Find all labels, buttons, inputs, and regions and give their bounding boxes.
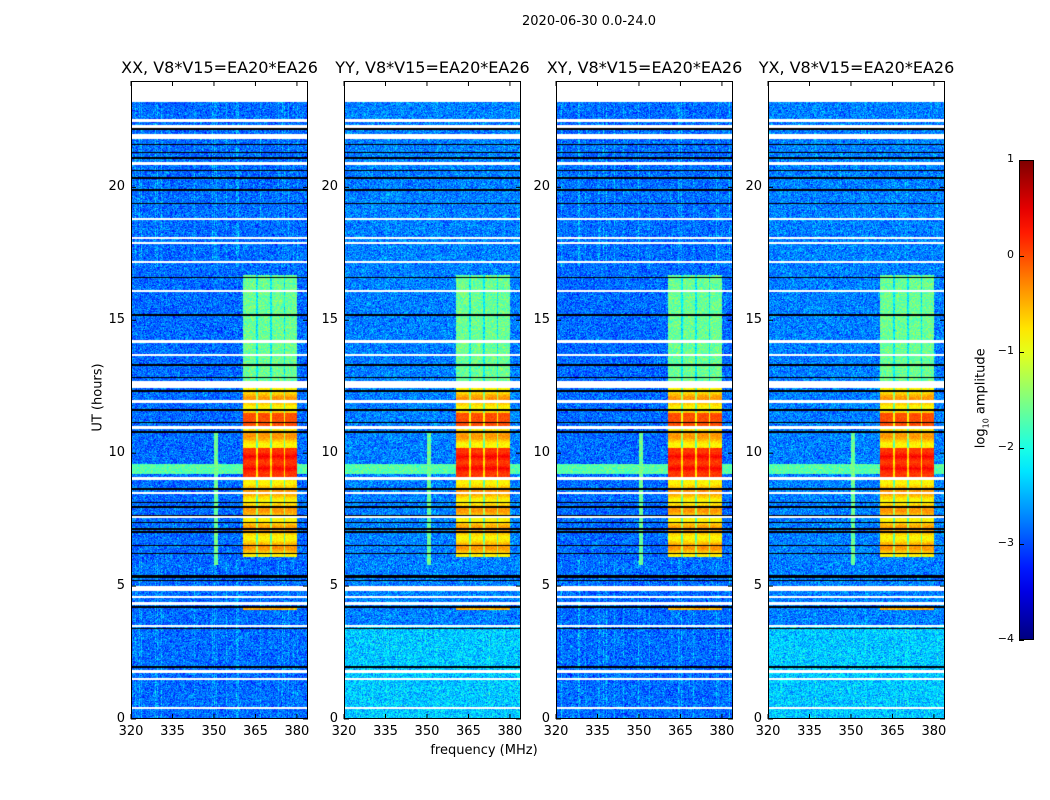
panel-title: XX, V8*V15=EA20*EA26 <box>121 58 318 77</box>
colorbar-tick-mark <box>1019 160 1024 161</box>
axes-border <box>556 81 733 719</box>
x-tick-label: 320 <box>543 724 569 739</box>
colorbar-tick-mark <box>1019 256 1024 257</box>
spectrogram-axes: 320 335 350 365 380 0 5 10 15 20 <box>321 81 522 739</box>
axes-frame <box>555 81 733 720</box>
axes-frame <box>130 81 308 720</box>
colorbar-tick-label: −3 <box>997 536 1014 549</box>
y-tick-label: 20 <box>108 179 125 195</box>
y-tick-label: 10 <box>533 445 550 461</box>
axes-border <box>768 81 945 719</box>
y-tick-label: 5 <box>329 578 338 594</box>
x-tick-label: 335 <box>585 724 610 739</box>
colorbar-tick-label: −4 <box>997 632 1014 645</box>
x-tick-label: 350 <box>626 724 652 739</box>
x-tick-label: 350 <box>414 724 440 739</box>
panel-title: YX, V8*V15=EA20*EA26 <box>758 58 955 77</box>
x-tick-label: 380 <box>497 724 523 739</box>
x-tick-label: 350 <box>201 724 227 739</box>
colorbar-tick-mark <box>1019 544 1024 545</box>
axes-frame <box>343 81 521 720</box>
x-axis-label: frequency (MHz) <box>430 743 538 758</box>
y-tick-label: 20 <box>533 179 550 195</box>
y-tick-label: 0 <box>541 711 550 726</box>
x-tick-label: 365 <box>880 724 905 739</box>
spectrogram-image <box>556 81 733 719</box>
panel-title: XY, V8*V15=EA20*EA26 <box>546 58 743 77</box>
y-tick-label: 15 <box>321 312 338 328</box>
colorbar-tick-label: 1 <box>1007 152 1014 165</box>
y-tick-label: 0 <box>116 711 125 726</box>
axes-border <box>131 81 308 719</box>
axes-border <box>344 81 521 719</box>
y-tick-label: 0 <box>329 711 338 726</box>
colorbar <box>1019 160 1034 640</box>
x-tick-label: 380 <box>921 724 947 739</box>
colorbar-tick-mark <box>1019 640 1024 641</box>
colorbar-label-sub: 10 <box>981 418 991 429</box>
figure-suptitle: 2020-06-30 0.0-24.0 <box>522 14 656 29</box>
y-tick-label: 20 <box>321 179 338 195</box>
panel-title: YY, V8*V15=EA20*EA26 <box>335 58 530 77</box>
x-tick-label: 380 <box>284 724 310 739</box>
x-tick-label: 335 <box>160 724 185 739</box>
colorbar-tick-label: −2 <box>997 440 1014 453</box>
y-tick-label: 15 <box>533 312 550 328</box>
y-tick-label: 5 <box>116 578 125 594</box>
y-tick-label: 15 <box>108 312 125 328</box>
x-tick-label: 320 <box>118 724 144 739</box>
y-tick-label: 10 <box>745 445 762 461</box>
x-tick-label: 320 <box>755 724 781 739</box>
x-tick-label: 380 <box>709 724 735 739</box>
y-tick-label: 10 <box>321 445 338 461</box>
y-axis-label: UT (hours) <box>90 363 106 432</box>
axes-frame <box>767 81 945 720</box>
colorbar-tick-label: −1 <box>997 344 1014 357</box>
y-tick-label: 0 <box>753 711 762 726</box>
colorbar-label: log10 amplitude <box>974 328 991 468</box>
y-tick-label: 5 <box>753 578 762 594</box>
x-tick-label: 335 <box>797 724 822 739</box>
x-tick-label: 320 <box>331 724 357 739</box>
y-tick-label: 10 <box>108 445 125 461</box>
colorbar-label-log: log <box>973 428 989 449</box>
x-tick-label: 365 <box>456 724 481 739</box>
x-tick-label: 350 <box>838 724 864 739</box>
spectrogram-image <box>131 81 308 719</box>
spectrogram-image <box>344 81 521 719</box>
spectrogram-axes: 320 335 350 365 380 0 5 10 15 20 <box>108 81 309 739</box>
y-tick-label: 15 <box>745 312 762 328</box>
spectrogram-axes: 320 335 350 365 380 0 5 10 15 20 <box>533 81 734 739</box>
x-tick-label: 335 <box>373 724 398 739</box>
x-tick-label: 365 <box>243 724 268 739</box>
y-tick-label: 20 <box>745 179 762 195</box>
y-tick-label: 5 <box>541 578 550 594</box>
spectrogram-image <box>768 81 945 719</box>
colorbar-label-rest: amplitude <box>973 348 989 419</box>
colorbar-tick-mark <box>1019 352 1024 353</box>
colorbar-tick-label: 0 <box>1007 248 1014 261</box>
colorbar-tick-mark <box>1019 448 1024 449</box>
x-tick-label: 365 <box>668 724 693 739</box>
spectrogram-axes: 320 335 350 365 380 0 5 10 15 20 <box>745 81 946 739</box>
